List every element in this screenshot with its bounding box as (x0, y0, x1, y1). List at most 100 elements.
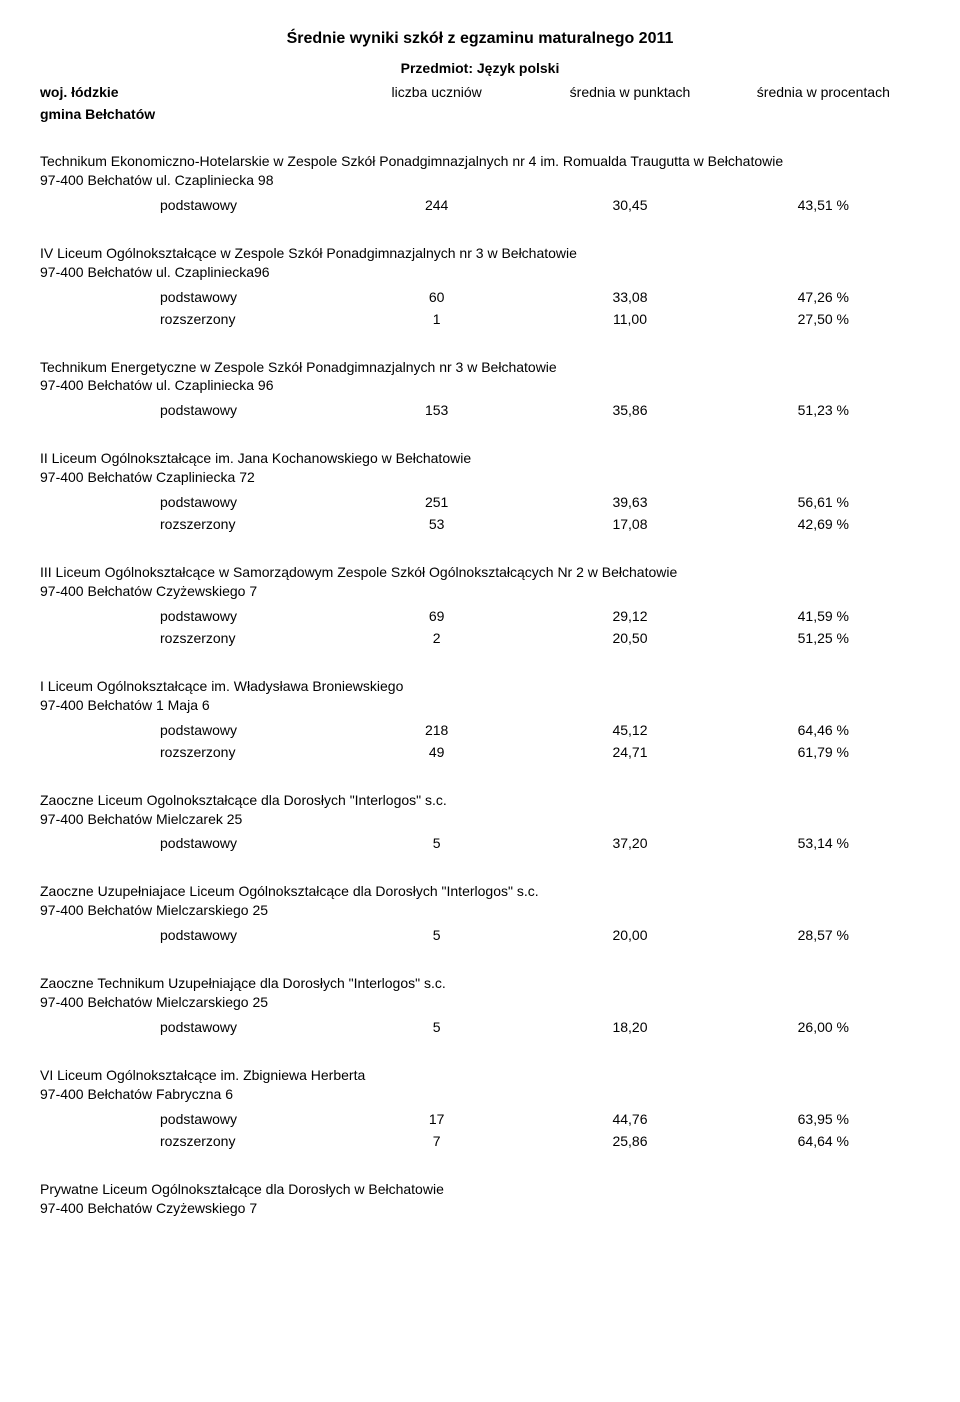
school-block: Technikum Ekonomiczno-Hotelarskie w Zesp… (40, 152, 920, 216)
school-block: I Liceum Ogólnokształcące im. Władysława… (40, 677, 920, 763)
data-row: podstawowy24430,4543,51 % (40, 194, 920, 216)
avg-points-cell: 24,71 (533, 744, 726, 760)
level-cell: podstawowy (40, 1111, 340, 1127)
school-block: Zaoczne Uzupełniajace Liceum Ogólnokszta… (40, 882, 920, 946)
school-address: 97-400 Bełchatów ul. Czapliniecka 98 (40, 171, 920, 190)
data-row: podstawowy6929,1241,59 % (40, 605, 920, 627)
school-address: 97-400 Bełchatów Mielczarek 25 (40, 810, 920, 829)
level-cell: rozszerzony (40, 516, 340, 532)
school-address: 97-400 Bełchatów Fabryczna 6 (40, 1085, 920, 1104)
school-block: Zaoczne Technikum Uzupełniające dla Doro… (40, 974, 920, 1038)
avg-percent-cell: 64,46 % (727, 722, 920, 738)
data-row: podstawowy537,2053,14 % (40, 832, 920, 854)
avg-points-cell: 30,45 (533, 197, 726, 213)
school-block: III Liceum Ogólnokształcące w Samorządow… (40, 563, 920, 649)
students-cell: 5 (340, 1019, 533, 1035)
school-address: 97-400 Bełchatów Mielczarskiego 25 (40, 993, 920, 1012)
col-avg-points: średnia w punktach (533, 84, 726, 100)
school-block: Prywatne Liceum Ogólnokształcące dla Dor… (40, 1180, 920, 1218)
avg-points-cell: 11,00 (533, 311, 726, 327)
data-row: rozszerzony4924,7161,79 % (40, 741, 920, 763)
school-block: VI Liceum Ogólnokształcące im. Zbigniewa… (40, 1066, 920, 1152)
page-title: Średnie wyniki szkół z egzaminu maturaln… (40, 30, 920, 48)
level-cell: podstawowy (40, 402, 340, 418)
data-row: podstawowy518,2026,00 % (40, 1016, 920, 1038)
avg-points-cell: 39,63 (533, 494, 726, 510)
students-cell: 60 (340, 289, 533, 305)
region-label: woj. łódzkie (40, 84, 340, 100)
students-cell: 2 (340, 630, 533, 646)
avg-percent-cell: 26,00 % (727, 1019, 920, 1035)
col-students: liczba uczniów (340, 84, 533, 100)
data-row: podstawowy15335,8651,23 % (40, 399, 920, 421)
avg-percent-cell: 61,79 % (727, 744, 920, 760)
schools-container: Technikum Ekonomiczno-Hotelarskie w Zesp… (40, 152, 920, 1218)
students-cell: 244 (340, 197, 533, 213)
students-cell: 5 (340, 835, 533, 851)
students-cell: 251 (340, 494, 533, 510)
level-cell: podstawowy (40, 1019, 340, 1035)
level-cell: rozszerzony (40, 311, 340, 327)
level-cell: podstawowy (40, 289, 340, 305)
school-address: 97-400 Bełchatów Czapliniecka 72 (40, 468, 920, 487)
avg-points-cell: 35,86 (533, 402, 726, 418)
data-row: podstawowy520,0028,57 % (40, 924, 920, 946)
students-cell: 1 (340, 311, 533, 327)
school-address: 97-400 Bełchatów Czyżewskiego 7 (40, 582, 920, 601)
school-name: Zaoczne Liceum Ogolnokształcące dla Doro… (40, 791, 920, 810)
students-cell: 53 (340, 516, 533, 532)
level-cell: rozszerzony (40, 744, 340, 760)
students-cell: 218 (340, 722, 533, 738)
school-block: Technikum Energetyczne w Zespole Szkół P… (40, 358, 920, 422)
avg-percent-cell: 64,64 % (727, 1133, 920, 1149)
avg-percent-cell: 47,26 % (727, 289, 920, 305)
school-name: Zaoczne Uzupełniajace Liceum Ogólnokszta… (40, 882, 920, 901)
avg-points-cell: 44,76 (533, 1111, 726, 1127)
level-cell: podstawowy (40, 722, 340, 738)
gmina-label: gmina Bełchatów (40, 106, 920, 122)
school-name: Zaoczne Technikum Uzupełniające dla Doro… (40, 974, 920, 993)
avg-percent-cell: 53,14 % (727, 835, 920, 851)
avg-points-cell: 18,20 (533, 1019, 726, 1035)
level-cell: podstawowy (40, 927, 340, 943)
school-address: 97-400 Bełchatów ul. Czapliniecka 96 (40, 376, 920, 395)
data-row: rozszerzony111,0027,50 % (40, 308, 920, 330)
school-name: VI Liceum Ogólnokształcące im. Zbigniewa… (40, 1066, 920, 1085)
school-address: 97-400 Bełchatów 1 Maja 6 (40, 696, 920, 715)
students-cell: 17 (340, 1111, 533, 1127)
students-cell: 69 (340, 608, 533, 624)
school-name: Technikum Energetyczne w Zespole Szkół P… (40, 358, 920, 377)
data-row: rozszerzony5317,0842,69 % (40, 513, 920, 535)
data-row: rozszerzony725,8664,64 % (40, 1130, 920, 1152)
level-cell: podstawowy (40, 197, 340, 213)
school-name: I Liceum Ogólnokształcące im. Władysława… (40, 677, 920, 696)
level-cell: podstawowy (40, 835, 340, 851)
school-name: III Liceum Ogólnokształcące w Samorządow… (40, 563, 920, 582)
avg-points-cell: 37,20 (533, 835, 726, 851)
subject-label: Przedmiot: Język polski (40, 60, 920, 76)
avg-percent-cell: 63,95 % (727, 1111, 920, 1127)
avg-percent-cell: 51,23 % (727, 402, 920, 418)
data-row: podstawowy6033,0847,26 % (40, 286, 920, 308)
students-cell: 7 (340, 1133, 533, 1149)
students-cell: 153 (340, 402, 533, 418)
avg-points-cell: 25,86 (533, 1133, 726, 1149)
avg-percent-cell: 28,57 % (727, 927, 920, 943)
data-row: podstawowy21845,1264,46 % (40, 719, 920, 741)
school-block: II Liceum Ogólnokształcące im. Jana Koch… (40, 449, 920, 535)
school-address: 97-400 Bełchatów Czyżewskiego 7 (40, 1199, 920, 1218)
avg-percent-cell: 56,61 % (727, 494, 920, 510)
avg-points-cell: 45,12 (533, 722, 726, 738)
data-row: podstawowy25139,6356,61 % (40, 491, 920, 513)
avg-points-cell: 29,12 (533, 608, 726, 624)
avg-percent-cell: 42,69 % (727, 516, 920, 532)
school-address: 97-400 Bełchatów ul. Czapliniecka96 (40, 263, 920, 282)
school-address: 97-400 Bełchatów Mielczarskiego 25 (40, 901, 920, 920)
school-block: IV Liceum Ogólnokształcące w Zespole Szk… (40, 244, 920, 330)
school-name: II Liceum Ogólnokształcące im. Jana Koch… (40, 449, 920, 468)
avg-percent-cell: 27,50 % (727, 311, 920, 327)
level-cell: podstawowy (40, 494, 340, 510)
school-name: Technikum Ekonomiczno-Hotelarskie w Zesp… (40, 152, 920, 171)
column-headers: liczba uczniów średnia w punktach średni… (340, 84, 920, 100)
avg-points-cell: 20,50 (533, 630, 726, 646)
